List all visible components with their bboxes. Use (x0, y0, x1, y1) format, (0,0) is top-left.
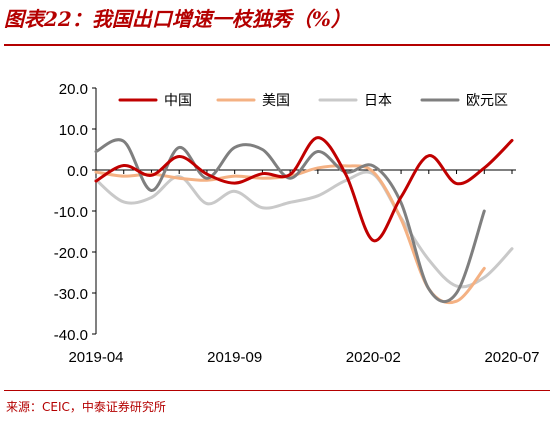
x-tick-label: 2020-07 (484, 349, 539, 366)
legend-label-japan: 日本 (364, 93, 392, 109)
y-tick-label: -30.0 (54, 286, 88, 303)
x-tick-label: 2020-02 (346, 349, 401, 366)
y-tick-label: 20.0 (59, 81, 88, 98)
source-divider (4, 390, 550, 391)
y-tick-label: 10.0 (59, 122, 88, 139)
legend-label-us: 美国 (262, 93, 290, 109)
title-divider (4, 44, 550, 46)
legend-label-eurozone: 欧元区 (466, 93, 508, 109)
source-note: 来源：CEIC，中泰证券研究所 (6, 400, 166, 414)
y-axis: 20.0 10.0 0.0 -10.0 -20.0 -30.0 -40.0 (54, 81, 97, 344)
line-chart: 20.0 10.0 0.0 -10.0 -20.0 -30.0 -40.0 2019-04 2… (54, 81, 540, 366)
y-tick-label: -20.0 (54, 245, 88, 262)
series-line-japan (94, 170, 514, 289)
legend: 中国 美国 日本 欧元区 (118, 93, 508, 109)
x-tick-label: 2019-09 (207, 349, 262, 366)
y-tick-label: -40.0 (54, 327, 88, 344)
y-tick-label: 0.0 (67, 163, 88, 180)
chart-title: 图表22：我国出口增速一枝独秀（%） (4, 7, 351, 31)
y-tick-label: -10.0 (54, 204, 88, 221)
x-tick-label: 2019-04 (68, 349, 123, 366)
series-line-china (94, 136, 514, 243)
legend-label-china: 中国 (164, 93, 192, 109)
series-line-eurozone (94, 138, 486, 303)
series-layer (94, 136, 514, 305)
